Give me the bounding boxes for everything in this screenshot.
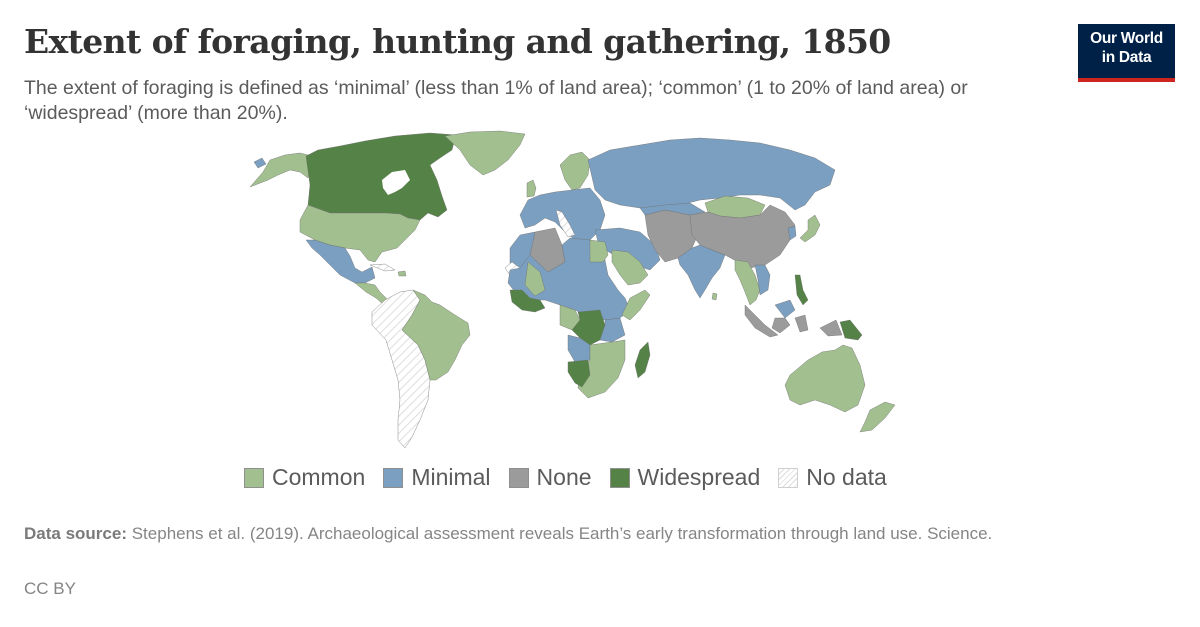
region-indonesia[interactable] (744, 304, 843, 338)
source-text[interactable]: Stephens et al. (2019). Archaeological a… (131, 524, 993, 543)
region-philippines[interactable] (794, 274, 809, 306)
legend-swatch-common (244, 467, 264, 488)
logo-accent-bar (1078, 78, 1175, 82)
legend-label: Minimal (411, 464, 491, 490)
legend-item-none[interactable]: None (508, 464, 592, 491)
region-myanmar-thailand[interactable] (734, 259, 761, 306)
legend-label: Widespread (637, 464, 761, 490)
logo-line-1: Our World (1090, 30, 1163, 47)
region-uk[interactable] (526, 179, 537, 198)
region-hispaniola[interactable] (397, 270, 407, 277)
region-new-zealand[interactable] (859, 401, 896, 433)
legend-item-common[interactable]: Common (244, 464, 365, 491)
region-egypt[interactable] (589, 239, 609, 263)
region-brazil[interactable] (401, 289, 471, 381)
region-canada[interactable] (305, 132, 457, 221)
legend-label: No data (806, 464, 887, 490)
region-japan[interactable] (799, 214, 821, 243)
legend: Common Minimal None Widespread No data (244, 464, 905, 491)
chart-title: Extent of foraging, hunting and gatherin… (24, 22, 891, 61)
source-label: Data source: (24, 524, 127, 543)
region-scandinavia[interactable] (559, 151, 591, 191)
region-kazakhstan[interactable] (639, 202, 706, 216)
legend-label: Common (272, 464, 366, 490)
region-cuba[interactable] (369, 263, 396, 272)
legend-swatch-widespread (609, 467, 630, 488)
owid-logo[interactable]: Our World in Data (1078, 24, 1175, 82)
region-west-africa-widespread[interactable] (509, 289, 546, 313)
region-australia[interactable] (784, 344, 866, 413)
legend-label: None (536, 464, 592, 490)
chart-subtitle: The extent of foraging is defined as ‘mi… (24, 77, 968, 124)
region-russia-far-east-islet[interactable] (253, 157, 267, 169)
logo-line-2: in Data (1101, 49, 1152, 66)
region-russia[interactable] (587, 137, 836, 211)
region-malaysia-borneo[interactable] (774, 299, 796, 319)
legend-swatch-minimal (383, 467, 404, 488)
hudson-bay (382, 170, 410, 195)
region-greenland[interactable] (444, 130, 526, 176)
region-mali[interactable] (524, 261, 546, 297)
region-namibia[interactable] (567, 359, 591, 388)
data-source: Data source: Stephens et al. (2019). Arc… (24, 522, 1124, 546)
legend-swatch-no-data (778, 467, 799, 488)
region-sri-lanka[interactable] (711, 292, 718, 301)
region-india[interactable] (677, 244, 726, 299)
region-mexico[interactable] (305, 239, 376, 284)
legend-swatch-none (508, 467, 529, 488)
region-saudi-arabia[interactable] (611, 249, 649, 286)
license[interactable]: CC BY (24, 579, 76, 598)
world-map (249, 130, 896, 449)
legend-item-widespread[interactable]: Widespread (609, 464, 761, 491)
region-alaska[interactable] (249, 152, 313, 188)
legend-item-minimal[interactable]: Minimal (383, 464, 491, 491)
region-korea[interactable] (787, 225, 797, 241)
region-madagascar[interactable] (634, 341, 651, 379)
region-vietnam[interactable] (754, 264, 771, 296)
region-italy[interactable] (555, 209, 576, 238)
region-horn-of-africa[interactable] (621, 289, 651, 321)
legend-item-no-data[interactable]: No data (778, 464, 887, 491)
region-papua-new-guinea[interactable] (839, 319, 863, 341)
